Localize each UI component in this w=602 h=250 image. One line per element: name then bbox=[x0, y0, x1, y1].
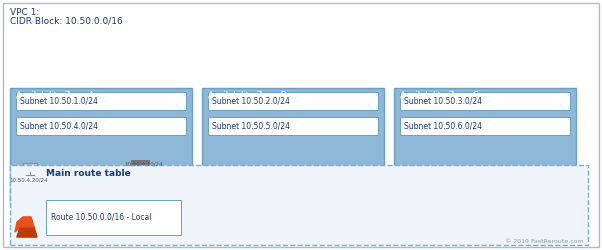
Text: Subnet 10.50.5.0/24: Subnet 10.50.5.0/24 bbox=[212, 122, 290, 130]
Bar bbox=[16, 117, 186, 135]
Text: Subnet 10.50.1.0/24: Subnet 10.50.1.0/24 bbox=[20, 96, 98, 106]
Bar bbox=[400, 92, 570, 110]
Text: © 2019 FastReroute.com: © 2019 FastReroute.com bbox=[505, 239, 584, 244]
Text: VPC 1:: VPC 1: bbox=[10, 8, 39, 17]
Text: Availability Zone A: Availability Zone A bbox=[16, 91, 95, 100]
Polygon shape bbox=[15, 217, 23, 232]
Text: Availability Zone B: Availability Zone B bbox=[208, 91, 287, 100]
Text: 10.50.4.20/24: 10.50.4.20/24 bbox=[10, 177, 48, 182]
Polygon shape bbox=[20, 217, 34, 227]
Bar bbox=[394, 88, 576, 203]
Text: Subnet 10.50.4.0/24: Subnet 10.50.4.0/24 bbox=[20, 122, 98, 130]
Text: Subnet 10.50.3.0/24: Subnet 10.50.3.0/24 bbox=[404, 96, 482, 106]
Bar bbox=[208, 117, 378, 135]
Text: Availability Zone C: Availability Zone C bbox=[400, 91, 479, 100]
Text: Route 10.50.0.0/16 - Local: Route 10.50.0.0/16 - Local bbox=[51, 213, 152, 222]
Bar bbox=[10, 165, 588, 245]
Text: Subnet 10.50.6.0/24: Subnet 10.50.6.0/24 bbox=[404, 122, 482, 130]
Bar bbox=[131, 168, 149, 171]
Text: CIDR Block: 10.50.0.0/16: CIDR Block: 10.50.0.0/16 bbox=[10, 17, 123, 26]
Bar bbox=[208, 92, 378, 110]
Text: Subnet 10.50.2.0/24: Subnet 10.50.2.0/24 bbox=[212, 96, 290, 106]
Bar bbox=[202, 88, 384, 203]
Text: Main route table: Main route table bbox=[46, 169, 131, 178]
Bar bbox=[10, 88, 192, 203]
Bar bbox=[400, 117, 570, 135]
Bar bbox=[16, 92, 186, 110]
Text: 10.50.4.10/24: 10.50.4.10/24 bbox=[124, 161, 163, 166]
Bar bbox=[131, 172, 149, 175]
Polygon shape bbox=[17, 227, 37, 237]
Bar bbox=[23, 163, 37, 172]
Bar bbox=[46, 200, 181, 235]
Bar bbox=[131, 164, 149, 167]
Bar bbox=[131, 160, 149, 163]
